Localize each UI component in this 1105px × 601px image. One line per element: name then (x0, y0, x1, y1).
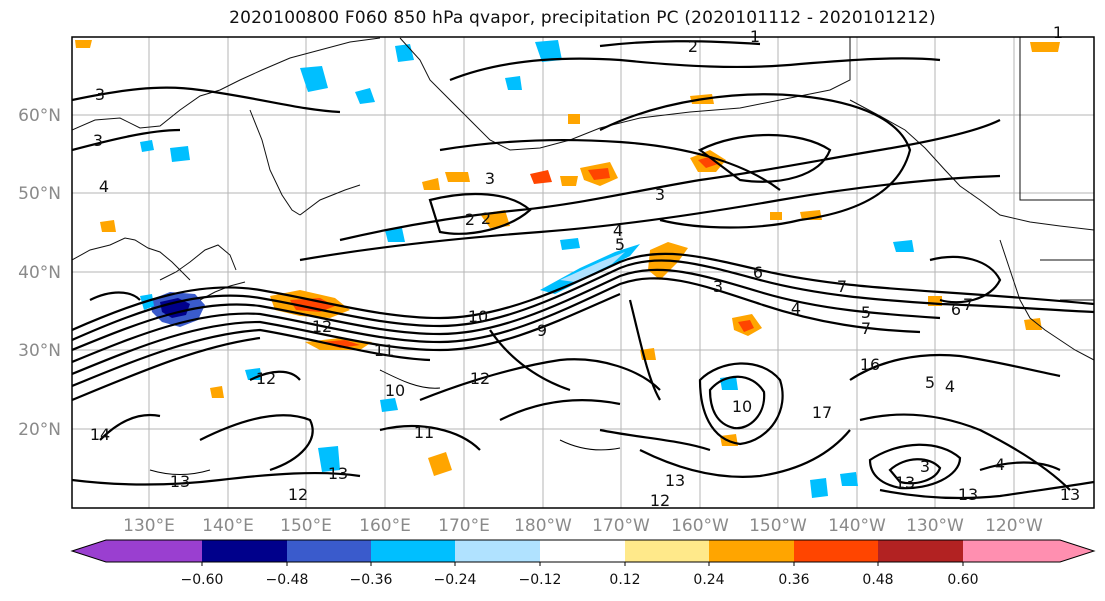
lon-label: 180°W (514, 516, 572, 536)
map-title: 2020100800 F060 850 hPa qvapor, precipit… (229, 8, 936, 28)
colorbar-tick-label: 0.36 (778, 572, 809, 588)
contour-label: 4 (613, 221, 623, 240)
colorbar-tick-label: 0.12 (609, 572, 640, 588)
contour-label: 5 (861, 303, 871, 322)
colorbar-segment (878, 540, 963, 562)
contour-label: 9 (537, 321, 547, 340)
contour-label: 4 (99, 177, 109, 196)
contour-label: 13 (665, 471, 685, 490)
colorbar-tick-label: −0.24 (434, 572, 477, 588)
colorbar-segment (455, 540, 540, 562)
latitude-labels: 60°N 50°N 40°N 30°N 20°N (18, 106, 61, 440)
contour-label: 5 (925, 373, 935, 392)
lon-label: 170°E (438, 516, 490, 536)
lat-label: 20°N (18, 420, 61, 440)
colorbar-tick-label: −0.36 (350, 572, 393, 588)
contour-label: 2 (481, 209, 491, 228)
colorbar-tick-label: 0.24 (693, 572, 724, 588)
lon-label: 150°E (280, 516, 332, 536)
contour-label: 5 (615, 235, 625, 254)
contour-label: 4 (791, 299, 801, 318)
map-frame (71, 36, 1095, 509)
contour-label: 2 (465, 210, 475, 229)
contour-label: 3 (713, 277, 723, 296)
lon-label: 170°W (592, 516, 650, 536)
contour-label: 6 (951, 300, 961, 319)
lat-label: 50°N (18, 184, 61, 204)
contour-label: 13 (1060, 485, 1080, 504)
lat-label: 60°N (18, 106, 61, 126)
thin-contours (149, 369, 621, 475)
colorbar-segment (963, 540, 1094, 562)
colorbar-segment (794, 540, 878, 562)
colorbar-ticks: −0.60 −0.48 −0.36 −0.24 −0.12 0.12 0.24 0.36 0.4… (181, 562, 979, 588)
contour-label: 6 (753, 263, 763, 282)
contour-label: 12 (256, 369, 276, 388)
contour-label: 16 (860, 355, 880, 374)
colorbar-segment (287, 540, 371, 562)
contour-label: 10 (732, 397, 752, 416)
colorbar-segment (202, 540, 287, 562)
contour-label: 13 (958, 485, 978, 504)
colorbar-tick-label: −0.48 (266, 572, 309, 588)
contour-label: 17 (812, 403, 832, 422)
colorbar-segment (371, 540, 455, 562)
contour-label: 7 (861, 319, 871, 338)
contour-label: 10 (468, 307, 488, 326)
contour-label: 12 (312, 317, 332, 336)
contour-label: 3 (920, 457, 930, 476)
contour-label: 7 (837, 277, 847, 296)
contour-label: 12 (650, 491, 670, 510)
contour-label: 13 (170, 472, 190, 491)
lat-label: 40°N (18, 263, 61, 283)
colorbar-tick-label: 0.48 (862, 572, 893, 588)
contour-label: 11 (374, 341, 394, 360)
contour-label: 1 (1053, 23, 1063, 42)
contour-label: 3 (485, 169, 495, 188)
lat-label: 30°N (18, 341, 61, 361)
contour-label: 14 (90, 425, 110, 444)
contour-label: 7 (963, 295, 973, 314)
lon-label: 160°W (671, 516, 729, 536)
contour-label: 2 (688, 37, 698, 56)
colorbar-segment (72, 540, 202, 562)
lon-label: 130°E (123, 516, 175, 536)
contour-label: 11 (414, 423, 434, 442)
contour-label: 12 (288, 485, 308, 504)
contour-label: 13 (328, 464, 348, 483)
precipitation-shading (75, 40, 1060, 498)
colorbar-outline (70, 539, 1096, 563)
colorbar-tick-label: −0.12 (519, 572, 562, 588)
contour-label: 3 (93, 131, 103, 150)
colorbar-segment (625, 540, 709, 562)
contour-label: 13 (895, 473, 915, 492)
lon-label: 140°W (828, 516, 886, 536)
contour-label: 4 (945, 377, 955, 396)
contour-label: 10 (385, 381, 405, 400)
contour-label: 12 (470, 369, 490, 388)
colorbar-segment (540, 540, 625, 562)
colorbar-tick-label: −0.60 (181, 572, 224, 588)
qvapor-contours (72, 40, 1094, 500)
contour-label: 3 (95, 85, 105, 104)
lon-label: 150°W (749, 516, 807, 536)
lon-label: 120°W (985, 516, 1043, 536)
contour-label: 3 (655, 185, 665, 204)
lon-label: 130°W (906, 516, 964, 536)
colorbar (70, 539, 1096, 563)
longitude-labels: 130°E 140°E 150°E 160°E 170°E 180°W 170°W 160°W… (123, 516, 1043, 536)
lon-label: 140°E (202, 516, 254, 536)
colorbar-segment (709, 540, 794, 562)
colorbar-tick-label: 0.60 (947, 572, 978, 588)
contour-label: 4 (995, 455, 1005, 474)
lon-label: 160°E (359, 516, 411, 536)
